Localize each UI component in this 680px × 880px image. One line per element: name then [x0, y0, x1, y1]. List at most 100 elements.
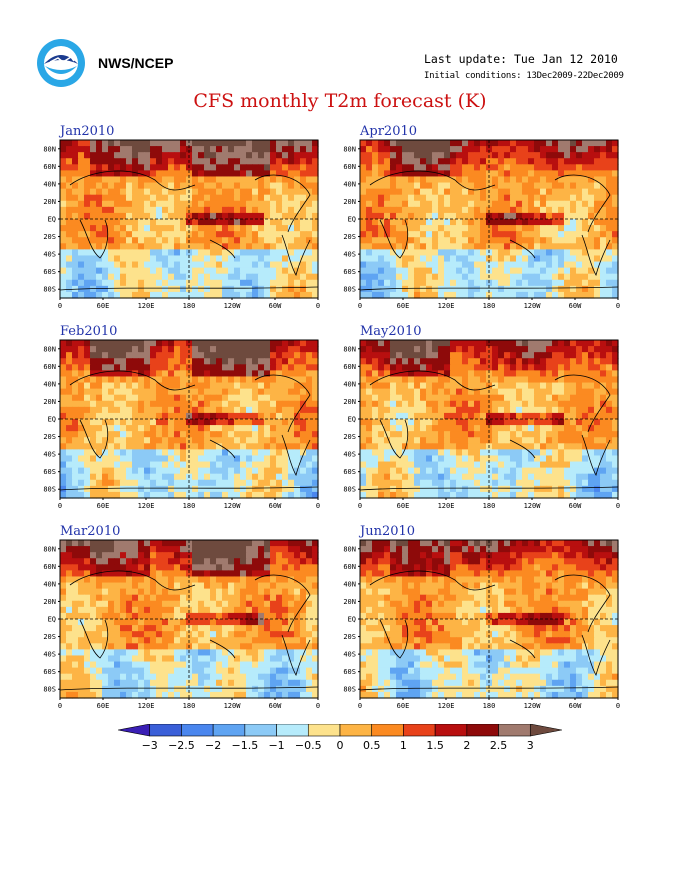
colorbar-swatch [466, 724, 499, 737]
lon-label: 0 [358, 502, 362, 510]
lat-label: 20S [343, 433, 356, 441]
lat-label: EQ [348, 616, 356, 624]
lat-label: EQ [48, 416, 56, 424]
lon-label: 180 [483, 302, 496, 310]
panel-title: May2010 [360, 324, 422, 339]
lat-label: 80N [43, 145, 56, 153]
lon-label: 0 [616, 502, 620, 510]
lon-label: 0 [58, 502, 62, 510]
lon-label: 120E [438, 302, 455, 310]
lat-label: 40S [343, 651, 356, 659]
lat-label: 40N [43, 180, 56, 188]
lon-label: 60W [269, 302, 282, 310]
colorbar-swatch [529, 724, 562, 737]
lon-label: 0 [316, 502, 320, 510]
lat-label: 40S [43, 651, 56, 659]
lon-label: 120W [524, 702, 542, 710]
lon-label: 0 [58, 302, 62, 310]
lat-label: 20N [43, 198, 56, 206]
lon-label: 120E [138, 502, 155, 510]
lat-label: 20S [43, 633, 56, 641]
lon-label: 180 [183, 702, 196, 710]
lon-label: 0 [316, 702, 320, 710]
lat-label: 80S [343, 286, 356, 294]
lat-label: 40S [343, 251, 356, 259]
org-name: NWS/NCEP [98, 55, 174, 71]
lat-label: 40S [343, 451, 356, 459]
lat-label: 80N [343, 145, 356, 153]
colorbar-label: 2 [463, 739, 470, 752]
panel-title: Apr2010 [360, 124, 418, 139]
lon-label: 120W [224, 702, 242, 710]
colorbar-label: 1 [400, 739, 407, 752]
lon-label: 120W [524, 302, 542, 310]
lat-label: 20N [343, 598, 356, 606]
lon-label: 120E [138, 702, 155, 710]
lat-label: 40N [343, 380, 356, 388]
colorbar-swatch [403, 724, 436, 737]
lon-label: 0 [616, 702, 620, 710]
lat-label: 60N [343, 563, 356, 571]
lon-label: 0 [58, 702, 62, 710]
colorbar-swatch [149, 724, 182, 737]
colorbar-swatch [339, 724, 373, 737]
panel-title: Feb2010 [60, 324, 118, 339]
lon-label: 60E [397, 702, 410, 710]
lon-label: 120W [224, 302, 242, 310]
initial-conditions: Initial conditions: 13Dec2009-22Dec2009 [424, 71, 624, 81]
colorbar-label: −1 [268, 739, 284, 752]
lon-label: 120W [524, 502, 542, 510]
lat-label: 40S [43, 451, 56, 459]
lat-label: 80N [43, 345, 56, 353]
lat-label: 80S [43, 286, 56, 294]
lat-label: 20N [43, 598, 56, 606]
lat-label: 80S [43, 686, 56, 694]
colorbar-label: 3 [527, 739, 534, 752]
lon-label: 0 [358, 302, 362, 310]
lat-label: 40N [343, 180, 356, 188]
colorbar-label: 2.5 [490, 739, 508, 752]
lat-label: EQ [48, 616, 56, 624]
lon-label: 180 [183, 502, 196, 510]
colorbar-swatch [498, 724, 531, 737]
colorbar-swatch [307, 724, 341, 737]
colorbar-swatch [244, 724, 277, 737]
last-update: Last update: Tue Jan 12 2010 [424, 52, 618, 66]
lat-label: 80N [343, 345, 356, 353]
panel-title: Mar2010 [60, 524, 121, 539]
lat-label: 60S [343, 268, 356, 276]
lat-label: 60S [43, 268, 56, 276]
lat-label: 20S [343, 633, 356, 641]
lat-label: 60N [343, 163, 356, 171]
lon-label: 60W [269, 502, 282, 510]
lon-label: 60W [269, 702, 282, 710]
lat-label: 80S [343, 486, 356, 494]
page-title: CFS monthly T2m forecast (K) [193, 90, 487, 112]
lat-label: 80S [343, 686, 356, 694]
lon-label: 180 [483, 702, 496, 710]
lat-label: 60S [343, 668, 356, 676]
colorbar-label: 1.5 [426, 739, 444, 752]
colorbar-swatch [118, 724, 151, 737]
lat-label: 20N [343, 398, 356, 406]
colorbar: −3 −2.5 −2 −1.5 −1 −0.5 0 0.5 1 1.5 2 2.5 3 [118, 724, 562, 752]
lon-label: 60E [97, 302, 110, 310]
lat-label: 60S [43, 668, 56, 676]
colorbar-label: −2 [205, 739, 221, 752]
lat-label: 80N [43, 545, 56, 553]
colorbar-label: −0.5 [295, 739, 322, 752]
colorbar-swatch [434, 724, 468, 737]
lon-label: 180 [483, 502, 496, 510]
panel-title: Jun2010 [360, 524, 416, 539]
lat-label: 60N [43, 163, 56, 171]
lon-label: 180 [183, 302, 196, 310]
colorbar-label: −2.5 [168, 739, 195, 752]
colorbar-swatch [212, 724, 246, 737]
lat-label: 80S [43, 486, 56, 494]
panel-title: Jan2010 [60, 124, 115, 139]
